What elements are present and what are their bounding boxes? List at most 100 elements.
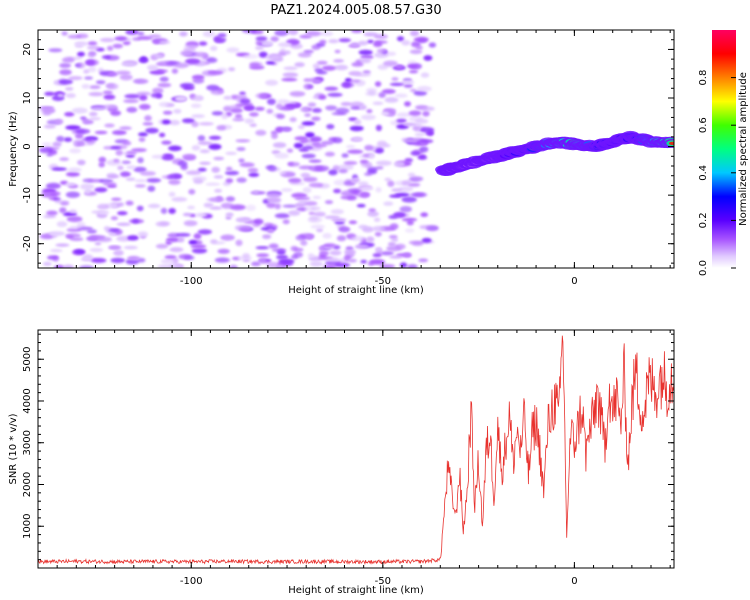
noise-blob [183, 155, 196, 161]
noise-blob [172, 174, 183, 179]
noise-blob [91, 258, 107, 263]
noise-blob [52, 141, 62, 148]
noise-blob [281, 188, 293, 192]
noise-blob [138, 57, 149, 63]
noise-blob [191, 248, 208, 254]
noise-blob [197, 229, 212, 235]
noise-blob [230, 107, 243, 114]
noise-blob [316, 70, 328, 75]
noise-blob [367, 166, 378, 173]
noise-blob [207, 70, 224, 75]
noise-blob [144, 115, 152, 122]
noise-blob [265, 61, 275, 65]
noise-blob [244, 118, 255, 124]
noise-blob [320, 140, 334, 145]
noise-blob [113, 249, 124, 256]
noise-blob [209, 206, 222, 210]
noise-blob [175, 233, 191, 237]
noise-blob [255, 45, 264, 51]
noise-blob [305, 132, 315, 138]
noise-blob [391, 238, 399, 242]
noise-blob [94, 130, 108, 135]
noise-blob [177, 160, 188, 167]
snr-ytick-label: 2000 [22, 472, 33, 497]
noise-blob [276, 264, 284, 268]
noise-blob [117, 202, 125, 207]
noise-blob [211, 241, 226, 245]
noise-blob [401, 196, 417, 203]
noise-blob [165, 240, 172, 245]
noise-blob [255, 246, 269, 250]
noise-blob [154, 69, 169, 73]
noise-blob [160, 207, 168, 214]
noise-blob [384, 177, 392, 182]
noise-blob [401, 180, 412, 186]
noise-blob [190, 244, 207, 249]
noise-blob [423, 55, 433, 61]
noise-blob [89, 117, 101, 121]
noise-blob [94, 187, 108, 193]
noise-blob [396, 112, 411, 118]
noise-blob [158, 102, 169, 107]
noise-blob [373, 217, 381, 222]
noise-blob [410, 150, 421, 156]
noise-blob [333, 59, 344, 63]
noise-blob [197, 135, 206, 142]
noise-blob [255, 40, 262, 46]
noise-blob [102, 182, 117, 186]
snr-xtick-label: -50 [375, 576, 391, 587]
noise-blob [258, 51, 268, 58]
noise-blob [84, 59, 99, 66]
noise-blob [69, 148, 81, 154]
noise-blob [53, 197, 61, 201]
noise-blob [388, 235, 398, 239]
noise-blob [311, 108, 322, 113]
noise-blob [355, 73, 371, 77]
noise-blob [157, 264, 174, 268]
noise-blob [338, 226, 351, 233]
noise-blob [402, 139, 418, 143]
noise-blob [421, 106, 435, 111]
noise-blob [65, 171, 80, 177]
noise-blob [301, 146, 314, 150]
noise-blob [274, 152, 290, 159]
noise-blob [223, 95, 232, 100]
noise-blob [248, 172, 260, 177]
noise-blob [247, 167, 259, 173]
noise-blob [168, 61, 181, 65]
noise-blob [44, 91, 54, 96]
noise-blob [226, 47, 240, 53]
noise-blob [139, 171, 156, 176]
noise-blob [49, 231, 65, 237]
noise-blob [375, 147, 384, 154]
noise-blob [211, 111, 224, 116]
noise-blob [303, 78, 311, 82]
noise-blob [134, 179, 148, 183]
noise-blob [362, 70, 371, 74]
noise-blob [112, 130, 127, 136]
noise-blob [352, 136, 364, 142]
noise-blob [294, 136, 308, 141]
noise-blob [172, 257, 179, 264]
spectrogram-xtick-label: -100 [180, 276, 203, 287]
noise-blob [348, 79, 361, 83]
noise-blob [98, 156, 107, 163]
noise-blob [340, 195, 356, 200]
noise-blob [101, 55, 112, 59]
noise-blob [322, 232, 332, 239]
noise-blob [326, 124, 335, 130]
noise-blob [249, 65, 265, 70]
spectrogram-xtick-label: 0 [571, 276, 577, 287]
snr-ylabel: SNR (10 * v/v) [8, 413, 19, 484]
noise-blob [225, 196, 236, 202]
noise-blob [89, 235, 106, 240]
noise-blob [422, 110, 430, 117]
noise-blob [414, 132, 426, 137]
snr-panel: -100 -50 0 1000 2000 3000 4000 5000 Height of s… [8, 329, 675, 596]
noise-blob [225, 216, 232, 220]
noise-blob [323, 264, 337, 268]
noise-blob [87, 41, 98, 46]
noise-blob [47, 255, 59, 260]
noise-blob [245, 204, 256, 211]
noise-blob [303, 201, 318, 206]
